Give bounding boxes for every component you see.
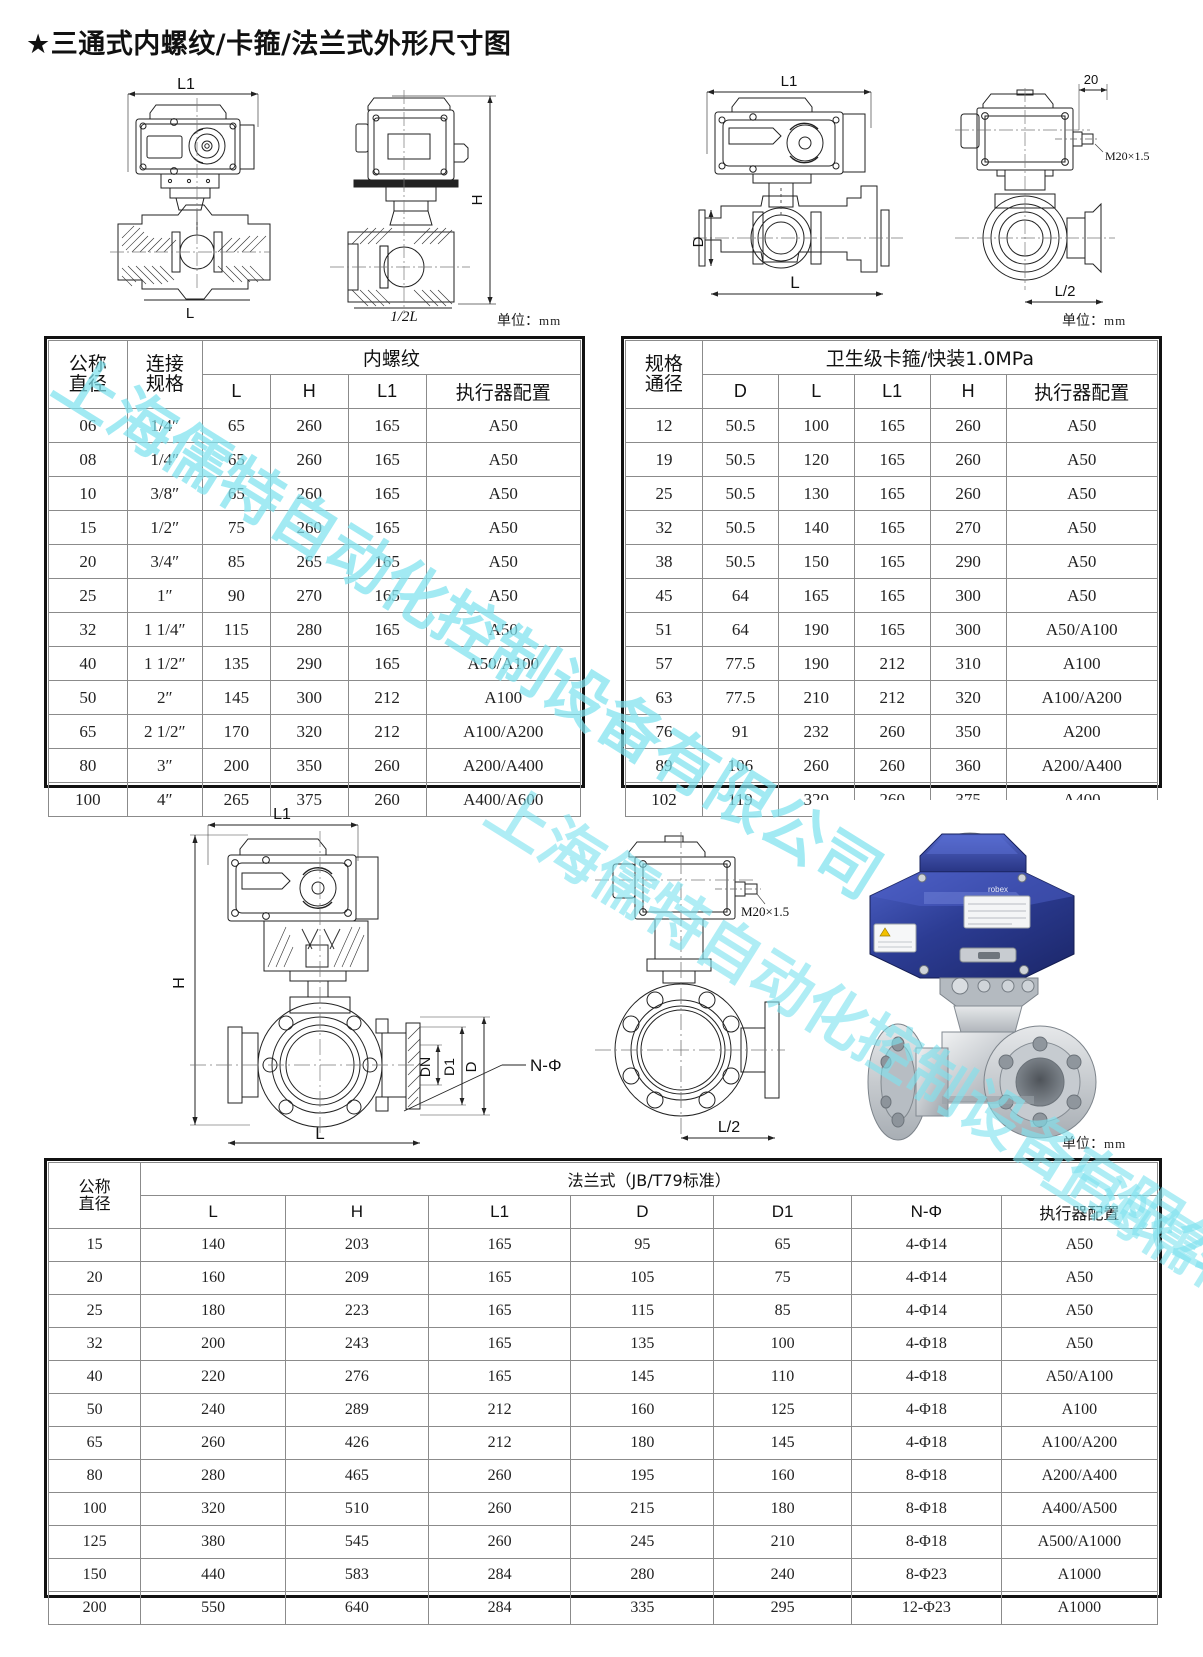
th-D: D bbox=[701, 374, 779, 409]
table-row: 06 1/4″ 65 260 165 A50 bbox=[48, 408, 582, 443]
unit-value-3: mm bbox=[1104, 1136, 1127, 1151]
table-row: 65 260 426 212 180 145 4-Φ18 A100/A200 bbox=[47, 1426, 1159, 1460]
drawing-clamp-side: 20 M20×1.5 L/2 bbox=[955, 70, 1165, 320]
label-D1: D1 bbox=[441, 1058, 457, 1076]
table-row: 45 64 165 165 300 A50 bbox=[625, 578, 1159, 613]
th-group-flange: 法兰式（JB/T79标准） bbox=[140, 1162, 1158, 1196]
drawing-threaded-front: L L1 bbox=[110, 72, 410, 322]
label-N-phi: N-Φ bbox=[530, 1056, 562, 1075]
drawing-threaded-side: H 1/2L bbox=[330, 82, 530, 325]
th-group-threaded: 内螺纹 bbox=[201, 340, 582, 375]
table-row: 20 160 209 165 105 75 4-Φ14 A50 bbox=[47, 1261, 1159, 1295]
th-actuator-config: 执行器配置 bbox=[1005, 374, 1159, 409]
table-threaded: 公称 直径 连接 规格 内螺纹 L H L1 执行器配置 06 1/4″ 65 260… bbox=[48, 340, 582, 817]
unit-note-clamp: 单位：mm bbox=[1062, 310, 1126, 330]
drawing-clamp-front: L1 D L bbox=[690, 70, 953, 320]
table-row: 10 3/8″ 65 260 165 A50 bbox=[48, 476, 582, 511]
table-row: 40 220 276 165 145 110 4-Φ18 A50/A100 bbox=[47, 1360, 1159, 1394]
unit-note-flange: 单位：mm bbox=[1062, 1133, 1126, 1153]
table-row: 38 50.5 150 165 290 A50 bbox=[625, 544, 1159, 579]
label-L1: L1 bbox=[273, 806, 291, 823]
page-title: ★三通式内螺纹/卡箍/法兰式外形尺寸图 bbox=[26, 29, 512, 60]
label-L: L bbox=[790, 273, 799, 292]
unit-note-label-3: 单位： bbox=[1062, 1136, 1104, 1152]
table-row: 51 64 190 165 300 A50/A100 bbox=[625, 612, 1159, 647]
table-row: 50 240 289 212 160 125 4-Φ18 A100 bbox=[47, 1393, 1159, 1427]
th-L1: L1 bbox=[347, 374, 427, 409]
label-D: D bbox=[463, 1061, 480, 1072]
table-row: 32 50.5 140 165 270 A50 bbox=[625, 510, 1159, 545]
table-row: 25 1″ 90 270 165 A50 bbox=[48, 578, 582, 613]
table-row: 32 1 1/4″ 115 280 165 A50 bbox=[48, 612, 582, 647]
table-row: 63 77.5 210 212 320 A100/A200 bbox=[625, 680, 1159, 715]
label-L1: L1 bbox=[781, 73, 798, 90]
table-row: 76 91 232 260 350 A200 bbox=[625, 714, 1159, 749]
table-row: 200 550 640 284 335 295 12-Φ23 A1000 bbox=[47, 1591, 1159, 1625]
label-20: 20 bbox=[1084, 72, 1098, 87]
table-row: 150 440 583 284 280 240 8-Φ23 A1000 bbox=[47, 1558, 1159, 1592]
label-cable-gland: M20×1.5 bbox=[1105, 149, 1149, 163]
label-H: H bbox=[171, 977, 188, 989]
th-L1: L1 bbox=[427, 1195, 572, 1229]
drawing-flange-front: L1 H DN bbox=[171, 795, 570, 1155]
table-row: 80 280 465 260 195 160 8-Φ18 A200/A400 bbox=[47, 1459, 1159, 1493]
th-H: H bbox=[269, 374, 349, 409]
th-connection-spec: 连接 规格 bbox=[126, 340, 203, 409]
label-L-over-2: L/2 bbox=[1055, 283, 1076, 300]
table-row: 25 50.5 130 165 260 A50 bbox=[625, 476, 1159, 511]
table-row: 25 180 223 165 115 85 4-Φ14 A50 bbox=[47, 1294, 1159, 1328]
table-row: 20 3/4″ 85 265 165 A50 bbox=[48, 544, 582, 579]
table-row: 12 50.5 100 165 260 A50 bbox=[625, 408, 1159, 443]
label-L-over-2: L/2 bbox=[718, 1119, 740, 1136]
table-row: 100 320 510 260 215 180 8-Φ18 A400/A500 bbox=[47, 1492, 1159, 1526]
table-row: 80 3″ 200 350 260 A200/A400 bbox=[48, 748, 582, 783]
table-flange: 公称 直径 法兰式（JB/T79标准） L H L1 D D1 N-Φ 执行器配… bbox=[47, 1162, 1159, 1625]
table-row: 15 1/2″ 75 260 165 A50 bbox=[48, 510, 582, 545]
th-H: H bbox=[285, 1195, 429, 1229]
table-row: 19 50.5 120 165 260 A50 bbox=[625, 442, 1159, 477]
th-L: L bbox=[140, 1195, 286, 1229]
unit-value: mm bbox=[539, 313, 562, 328]
table-row: 32 200 243 165 135 100 4-Φ18 A50 bbox=[47, 1327, 1159, 1361]
table-row: 50 2″ 145 300 212 A100 bbox=[48, 680, 582, 715]
table-row: 125 380 545 260 245 210 8-Φ18 A500/A1000 bbox=[47, 1525, 1159, 1559]
label-L: L bbox=[315, 1124, 324, 1143]
th-D1: D1 bbox=[713, 1195, 852, 1229]
th-nominal-diameter: 公称 直径 bbox=[47, 1162, 142, 1229]
th-N-phi: N-Φ bbox=[851, 1195, 1002, 1229]
table-row: 100 4″ 265 375 260 A400/A600 bbox=[48, 782, 582, 817]
label-cable-gland: M20×1.5 bbox=[741, 904, 789, 919]
table-row: 65 2 1/2″ 170 320 212 A100/A200 bbox=[48, 714, 582, 749]
table-row: 89 106 260 260 360 A200/A400 bbox=[625, 748, 1159, 783]
table-row: 57 77.5 190 212 310 A100 bbox=[625, 646, 1159, 681]
drawing-flange-side: M20×1.5 L/2 bbox=[595, 828, 845, 1158]
table-clamp: 规格 通径 卫生级卡箍/快装1.0MPa D L L1 H 执行器配置 12 50… bbox=[625, 340, 1159, 817]
unit-value-2: mm bbox=[1104, 313, 1127, 328]
th-D: D bbox=[570, 1195, 715, 1229]
label-D: D bbox=[690, 236, 707, 247]
table-row: 08 1/4″ 65 260 165 A50 bbox=[48, 442, 582, 477]
table-row: 40 1 1/2″ 135 290 165 A50/A100 bbox=[48, 646, 582, 681]
label-half-L: 1/2L bbox=[390, 309, 418, 325]
th-actuator-config: 执行器配置 bbox=[1000, 1195, 1159, 1229]
label-L1: L1 bbox=[177, 76, 195, 93]
svg-text:robex: robex bbox=[988, 885, 1008, 894]
unit-note-threaded: 单位：mm bbox=[497, 310, 561, 330]
table-row: 102 119 320 260 375 A400 bbox=[625, 782, 1159, 817]
th-L1: L1 bbox=[853, 374, 931, 409]
th-nominal-diameter: 公称 直径 bbox=[48, 340, 128, 409]
label-H: H bbox=[469, 195, 486, 206]
th-H: H bbox=[929, 374, 1007, 409]
label-DN: DN bbox=[417, 1057, 433, 1077]
th-actuator-config: 执行器配置 bbox=[425, 374, 582, 409]
label-L: L bbox=[186, 305, 194, 322]
unit-note-label-2: 单位： bbox=[1062, 313, 1104, 329]
th-L: L bbox=[201, 374, 271, 409]
unit-note-label: 单位： bbox=[497, 313, 539, 329]
th-group-clamp: 卫生级卡箍/快装1.0MPa bbox=[701, 340, 1159, 375]
th-L: L bbox=[777, 374, 855, 409]
th-spec-bore: 规格 通径 bbox=[625, 340, 703, 409]
table-row: 15 140 203 165 95 65 4-Φ14 A50 bbox=[47, 1228, 1159, 1262]
product-photo: robex bbox=[812, 800, 1164, 1152]
